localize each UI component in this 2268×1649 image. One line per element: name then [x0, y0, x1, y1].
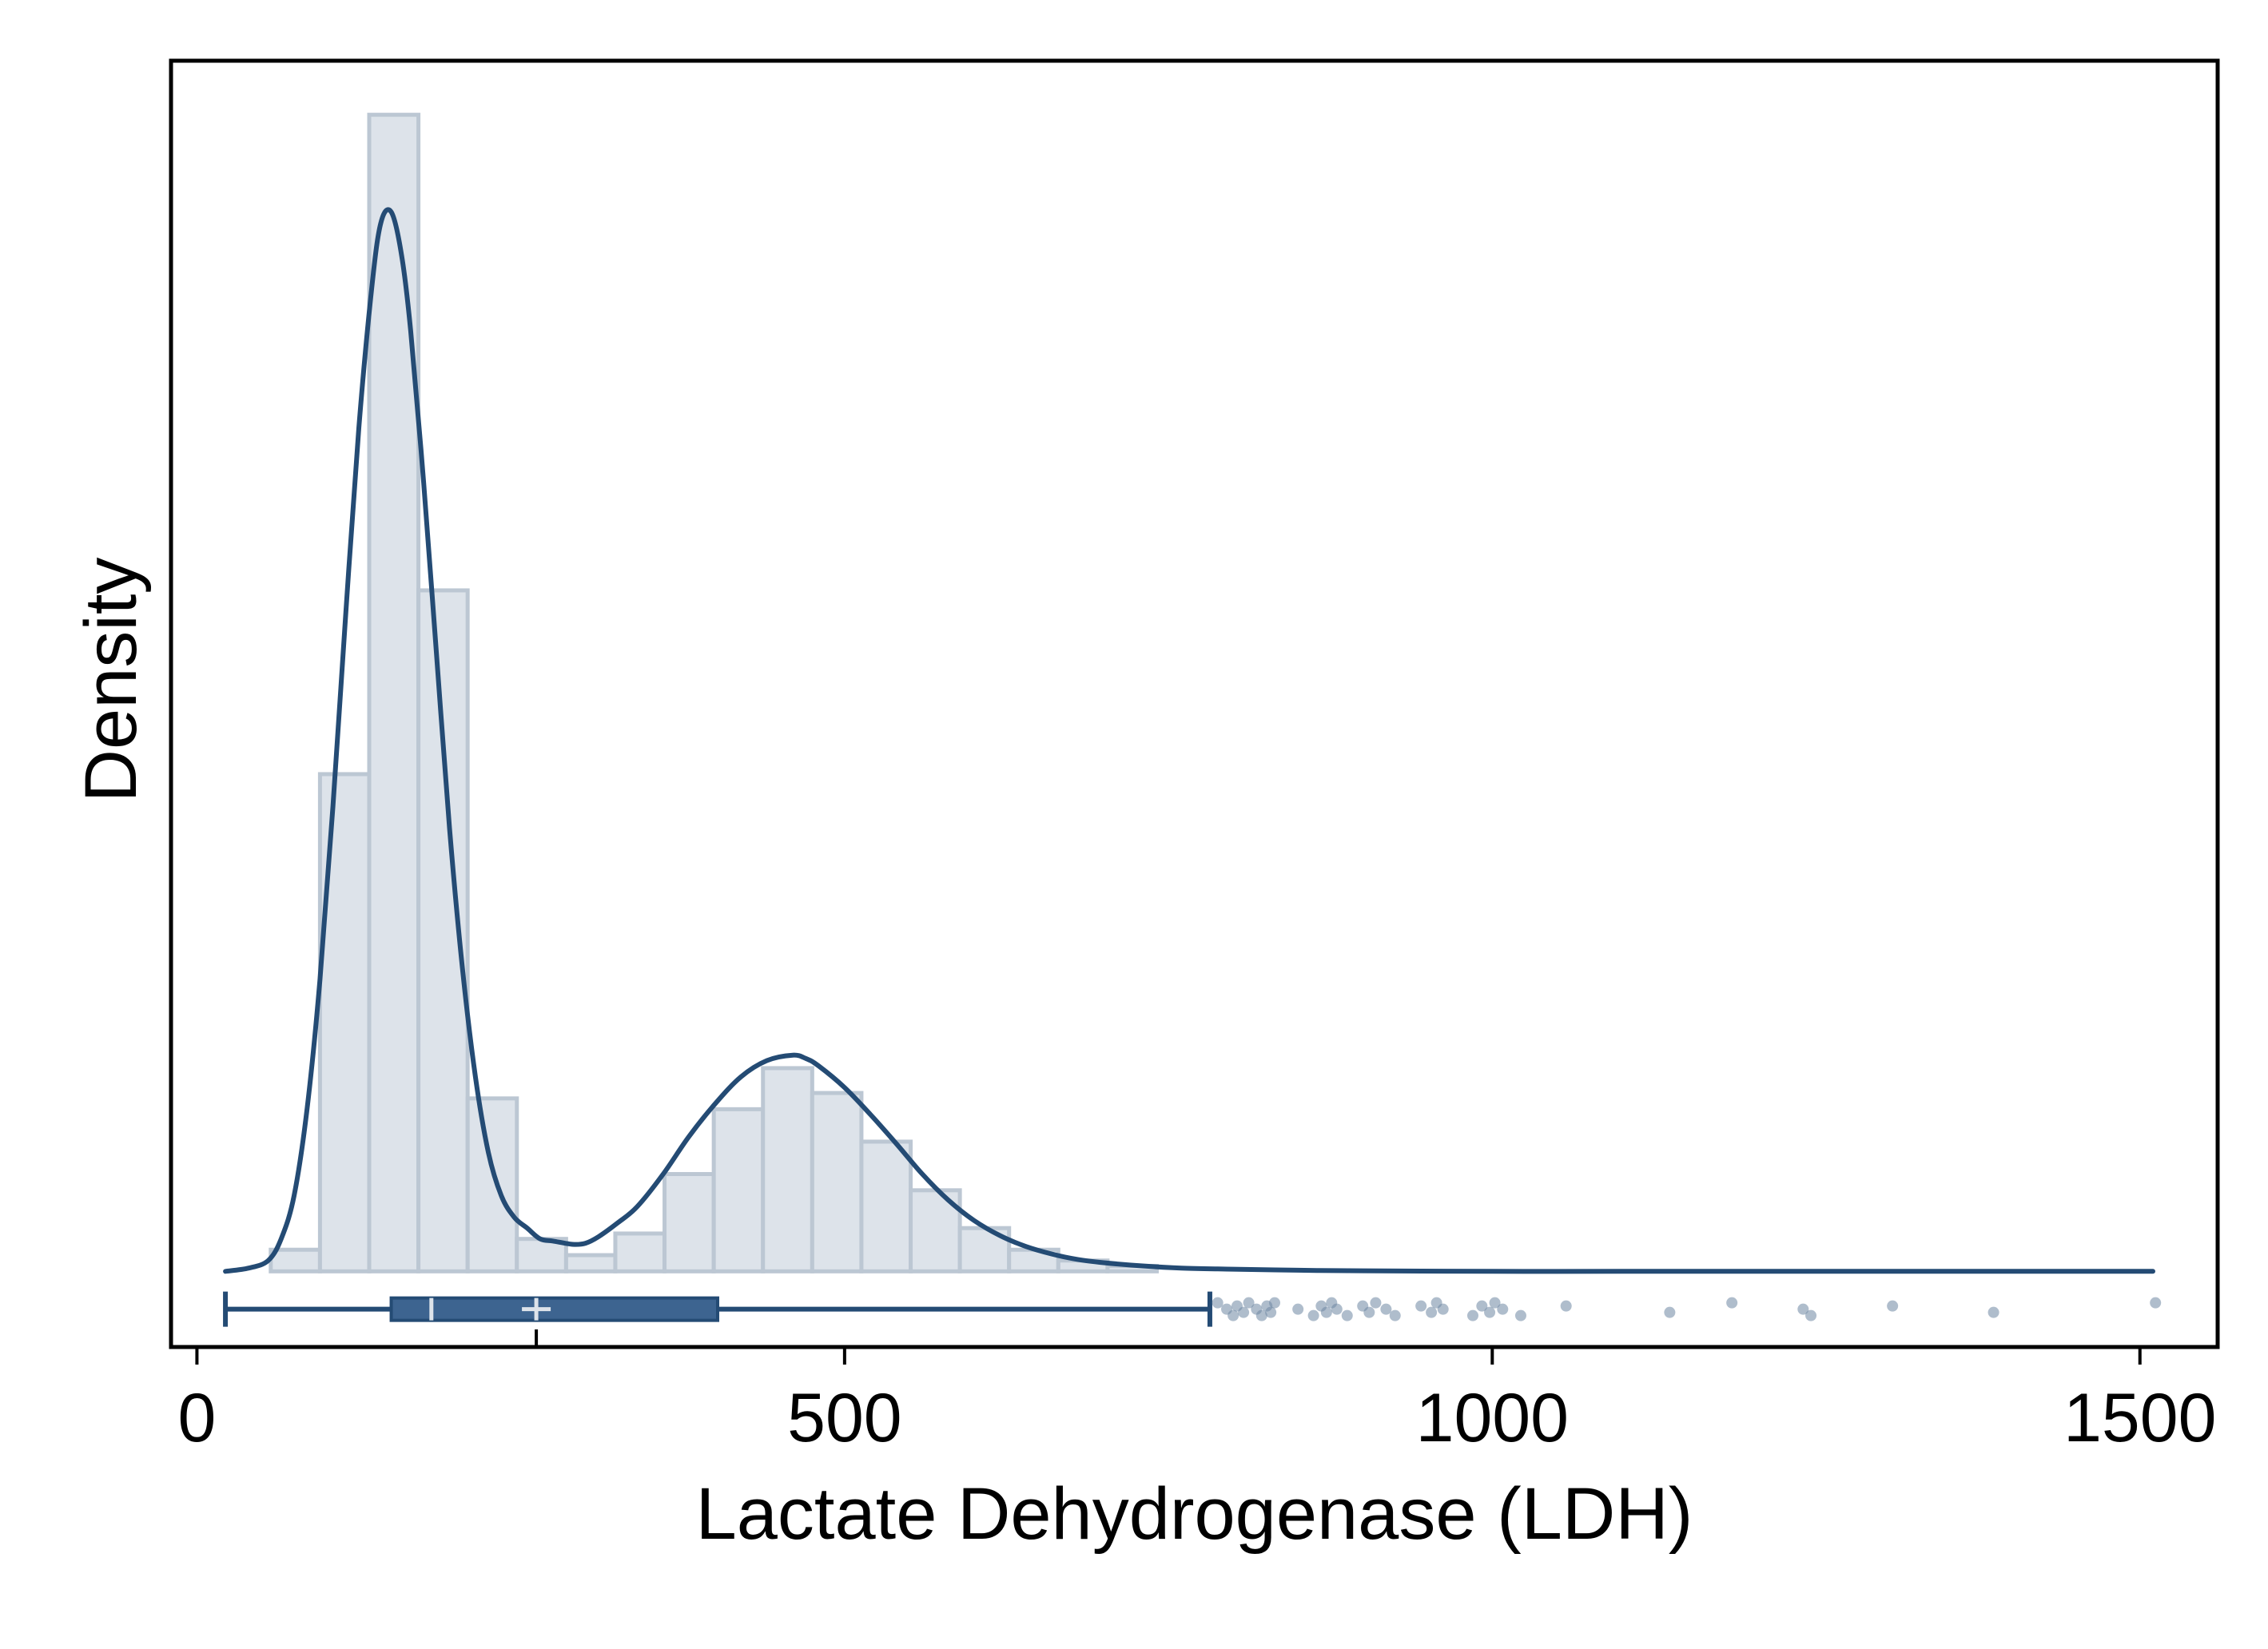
boxplot-outlier-21 — [1380, 1303, 1392, 1315]
histogram-bar-2 — [367, 113, 421, 1274]
boxplot-outlier-29 — [1484, 1306, 1496, 1318]
x-axis: 0 500 1000 1500 — [177, 1329, 2216, 1456]
x-tick-label-1: 500 — [787, 1380, 902, 1456]
boxplot-outlier-5 — [1243, 1297, 1255, 1309]
boxplot-box — [389, 1296, 720, 1322]
histogram-bar-7 — [613, 1231, 667, 1274]
histogram-bar-4 — [465, 1096, 519, 1274]
histogram-bar-12 — [859, 1139, 913, 1274]
x-tick-label-2: 1000 — [1416, 1380, 1569, 1456]
boxplot-outlier-30 — [1489, 1297, 1501, 1309]
boxplot-outlier-38 — [1887, 1300, 1899, 1312]
x-axis-label: Lactate Dehydrogenase (LDH) — [696, 1473, 1693, 1555]
boxplot-outlier-14 — [1320, 1306, 1332, 1318]
y-axis-label: Density — [70, 558, 152, 803]
boxplot-outlier-35 — [1726, 1297, 1738, 1309]
density-curve — [223, 207, 2155, 1274]
boxplot-outlier-12 — [1307, 1309, 1319, 1321]
histogram-bar-0 — [269, 1247, 322, 1274]
histogram-bar-11 — [810, 1091, 864, 1274]
boxplot-outlier-7 — [1255, 1309, 1267, 1321]
x-tick-label-3: 1500 — [2063, 1380, 2216, 1456]
x-tick-label-0: 0 — [177, 1380, 216, 1456]
boxplot-outlier-19 — [1363, 1306, 1375, 1318]
histogram-bar-9 — [711, 1107, 766, 1274]
boxplot-outlier-2 — [1228, 1309, 1239, 1321]
boxplot-outlier-17 — [1341, 1309, 1353, 1321]
boxplot-outlier-27 — [1466, 1309, 1478, 1321]
boxplot-outlier-31 — [1497, 1303, 1509, 1315]
boxplot-outlier-20 — [1370, 1297, 1382, 1309]
boxplot-outlier-16 — [1331, 1303, 1343, 1315]
histogram-bar-8 — [662, 1172, 716, 1274]
boxplot-outlier-32 — [1514, 1309, 1526, 1321]
boxplot-outlier-40 — [2150, 1297, 2162, 1309]
boxplot-outlier-36 — [1797, 1303, 1809, 1315]
boxplot-layer — [223, 1291, 2162, 1327]
histogram-bar-6 — [563, 1253, 618, 1274]
density-curve-layer — [223, 207, 2155, 1274]
boxplot-outlier-22 — [1389, 1309, 1401, 1321]
boxplot-outlier-0 — [1212, 1297, 1224, 1309]
boxplot-outlier-28 — [1476, 1300, 1488, 1312]
histogram-bars — [269, 113, 1159, 1274]
boxplot-outlier-24 — [1426, 1306, 1438, 1318]
boxplot-outlier-34 — [1664, 1306, 1676, 1318]
boxplot-outlier-9 — [1265, 1306, 1277, 1318]
boxplot-outlier-23 — [1415, 1300, 1427, 1312]
boxplot-outlier-10 — [1268, 1297, 1280, 1309]
boxplot-outlier-37 — [1805, 1309, 1817, 1321]
boxplot-outlier-11 — [1292, 1303, 1304, 1315]
histogram-bar-10 — [761, 1066, 814, 1274]
boxplot-outlier-26 — [1437, 1303, 1449, 1315]
boxplot-outlier-33 — [1560, 1300, 1572, 1312]
boxplot-outlier-4 — [1238, 1306, 1250, 1318]
histogram-bar-1 — [317, 772, 372, 1274]
boxplot-outlier-39 — [1987, 1306, 1999, 1318]
plot-frame — [169, 58, 2220, 1349]
